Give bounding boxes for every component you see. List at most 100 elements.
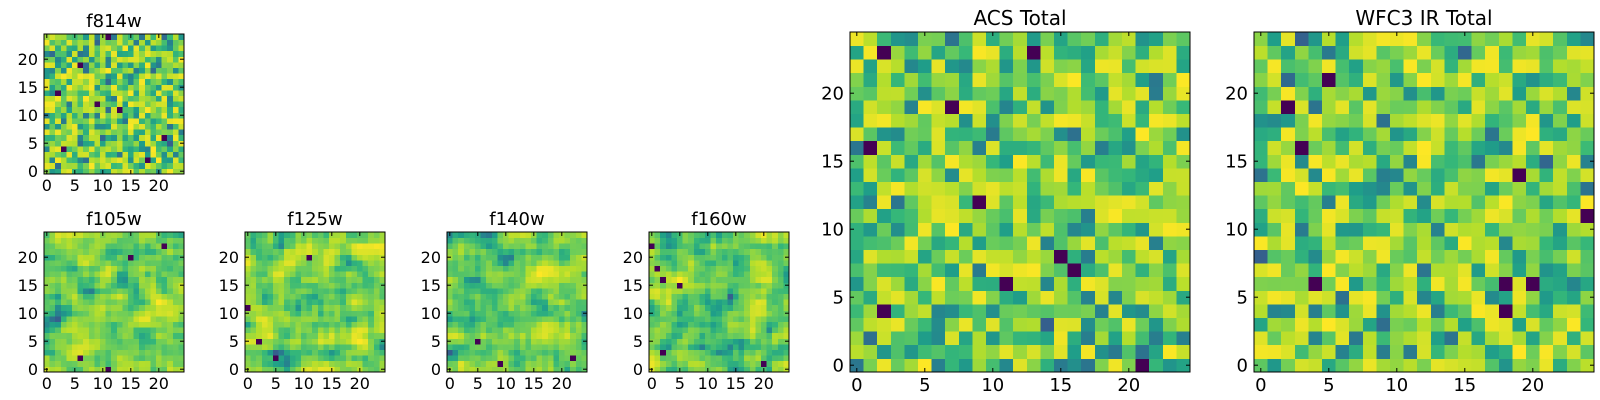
heatmap-cell bbox=[486, 344, 493, 350]
heatmap-cell bbox=[514, 316, 521, 322]
heatmap-cell bbox=[94, 327, 101, 334]
heatmap-cell bbox=[705, 360, 711, 367]
heatmap-cell bbox=[1376, 276, 1391, 291]
heatmap-cell bbox=[581, 288, 588, 294]
heatmap-cell bbox=[1566, 72, 1581, 87]
heatmap-cell bbox=[1281, 72, 1296, 87]
heatmap-cell bbox=[150, 288, 157, 294]
heatmap-cell bbox=[156, 39, 162, 46]
heatmap-cell bbox=[60, 129, 67, 136]
heatmap-cell bbox=[1471, 181, 1486, 196]
heatmap-cell bbox=[744, 299, 751, 306]
heatmap-cell bbox=[1294, 127, 1309, 142]
heatmap-cell bbox=[60, 293, 67, 300]
heatmap-cell bbox=[1135, 113, 1150, 128]
heatmap-cell bbox=[671, 276, 678, 283]
heatmap-cell bbox=[1566, 168, 1581, 182]
heatmap-cell bbox=[716, 299, 723, 306]
x-tick-label: 0 bbox=[42, 176, 52, 195]
heatmap-cell bbox=[547, 304, 554, 311]
heatmap-cell bbox=[172, 134, 179, 141]
heatmap-cell bbox=[581, 260, 588, 266]
heatmap-cell bbox=[525, 282, 532, 289]
heatmap-cell bbox=[693, 265, 700, 272]
heatmap-cell bbox=[559, 355, 565, 362]
heatmap-cell bbox=[44, 151, 50, 158]
heatmap-cell bbox=[77, 349, 84, 356]
heatmap-cell bbox=[486, 243, 493, 250]
heatmap-cell bbox=[340, 355, 347, 362]
heatmap-cell bbox=[1067, 72, 1082, 87]
heatmap-cell bbox=[1390, 317, 1404, 332]
heatmap-cell bbox=[531, 349, 537, 356]
heatmap-cell bbox=[744, 304, 751, 311]
heatmap-cell bbox=[1553, 222, 1568, 237]
heatmap-cell bbox=[77, 321, 84, 328]
heatmap-cell bbox=[738, 360, 745, 367]
heatmap-cell bbox=[111, 67, 118, 74]
heatmap-cell bbox=[1067, 290, 1082, 305]
heatmap-cell bbox=[1081, 154, 1096, 169]
heatmap-cell bbox=[1254, 113, 1268, 128]
heatmap-cell bbox=[931, 113, 946, 128]
heatmap-cell bbox=[278, 232, 285, 238]
heatmap-cell bbox=[128, 118, 134, 124]
heatmap-cell bbox=[94, 310, 101, 317]
heatmap-cell bbox=[60, 34, 67, 40]
heatmap-cell bbox=[72, 282, 78, 289]
heatmap-cell bbox=[1094, 32, 1109, 46]
heatmap-cell bbox=[761, 316, 767, 322]
heatmap-cell bbox=[122, 134, 129, 141]
heatmap-cell bbox=[373, 344, 380, 350]
heatmap-cell bbox=[536, 299, 543, 306]
heatmap-cell bbox=[1390, 222, 1404, 237]
heatmap-cell bbox=[519, 360, 526, 367]
heatmap-cell bbox=[671, 355, 678, 362]
heatmap-cell bbox=[761, 276, 767, 283]
heatmap-cell bbox=[100, 39, 106, 46]
heatmap-cell bbox=[66, 134, 73, 141]
heatmap-cell bbox=[469, 237, 476, 244]
heatmap-cell bbox=[570, 254, 577, 261]
heatmap-cell bbox=[1162, 317, 1177, 332]
heatmap-cell bbox=[931, 344, 946, 359]
heatmap-cell bbox=[1149, 317, 1164, 332]
heatmap-cell bbox=[1308, 249, 1323, 264]
heatmap-cell bbox=[66, 265, 73, 272]
heatmap-cell bbox=[128, 67, 134, 74]
heatmap-cell bbox=[49, 67, 56, 74]
heatmap-cell bbox=[1135, 72, 1150, 87]
heatmap-cell bbox=[452, 260, 459, 266]
heatmap-cell bbox=[357, 293, 363, 300]
heatmap-cell bbox=[295, 360, 302, 367]
heatmap-cell bbox=[447, 260, 453, 266]
heatmap-cell bbox=[267, 232, 274, 238]
heatmap-cell bbox=[682, 355, 689, 362]
heatmap-cell bbox=[66, 310, 73, 317]
heatmap-cell bbox=[1281, 304, 1296, 318]
heatmap-cell bbox=[1067, 208, 1082, 223]
heatmap-cell bbox=[116, 260, 123, 266]
heatmap-cell bbox=[972, 59, 987, 74]
heatmap-cell bbox=[94, 157, 101, 164]
heatmap-cell bbox=[379, 237, 386, 244]
heatmap-cell bbox=[486, 293, 493, 300]
heatmap-cell bbox=[1458, 59, 1472, 74]
heatmap-cell bbox=[122, 304, 129, 311]
heatmap-cell bbox=[1162, 168, 1177, 182]
heatmap-cell bbox=[508, 271, 515, 278]
heatmap-cell bbox=[1417, 100, 1432, 114]
heatmap-cell bbox=[693, 260, 700, 266]
heatmap-cell bbox=[710, 282, 717, 289]
heatmap-cell bbox=[267, 260, 274, 266]
heatmap-cell bbox=[167, 260, 174, 266]
heatmap-cell bbox=[519, 321, 526, 328]
heatmap-cell bbox=[72, 157, 78, 164]
heatmap-cell bbox=[172, 151, 179, 158]
heatmap-cell bbox=[306, 360, 313, 367]
heatmap-cell bbox=[766, 310, 773, 317]
heatmap-cell bbox=[1335, 276, 1350, 291]
heatmap-cell bbox=[761, 237, 767, 244]
heatmap-cell bbox=[777, 237, 784, 244]
heatmap-cell bbox=[749, 288, 756, 294]
